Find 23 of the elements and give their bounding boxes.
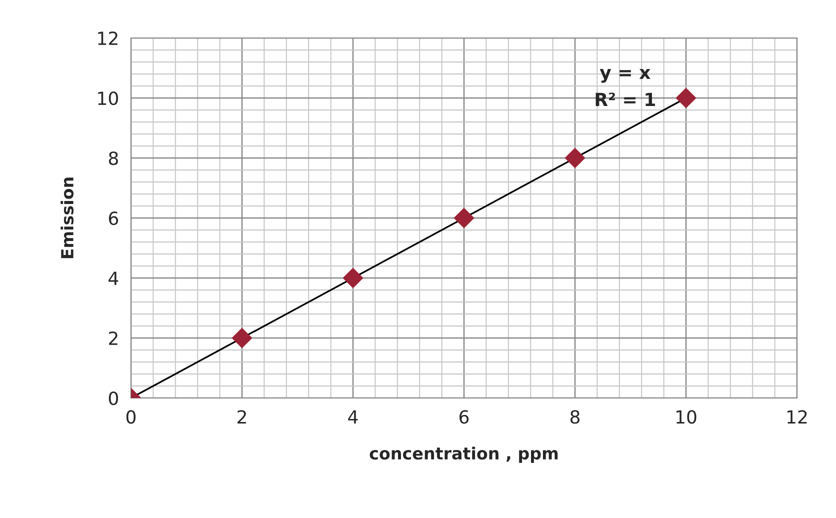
y-tick-label: 2 xyxy=(109,331,118,345)
annotation: R² = 1 xyxy=(596,92,655,106)
y-tick-label: 12 xyxy=(98,31,118,45)
x-tick-label: 2 xyxy=(238,410,246,424)
y-tick-label: 10 xyxy=(98,91,118,106)
y-tick-label: 4 xyxy=(108,272,118,285)
x-tick-label: 0 xyxy=(126,410,136,424)
y-axis-title: Emission xyxy=(60,178,74,258)
annotation: y = x xyxy=(600,68,650,83)
x-axis-title: concentration , ppm xyxy=(370,446,558,463)
x-tick-label: 8 xyxy=(570,410,580,424)
x-tick-label: 12 xyxy=(787,410,807,424)
x-tick-label: 6 xyxy=(460,410,469,424)
x-tick-label: 4 xyxy=(348,410,358,424)
y-tick-label: 0 xyxy=(108,391,118,406)
point xyxy=(232,328,252,348)
point xyxy=(564,148,586,168)
x-tick-label: 10 xyxy=(676,410,696,424)
y-tick-label: 8 xyxy=(108,151,118,166)
point xyxy=(454,208,474,228)
point xyxy=(342,268,364,288)
point xyxy=(676,88,696,108)
y-tick-label: 6 xyxy=(108,211,118,226)
